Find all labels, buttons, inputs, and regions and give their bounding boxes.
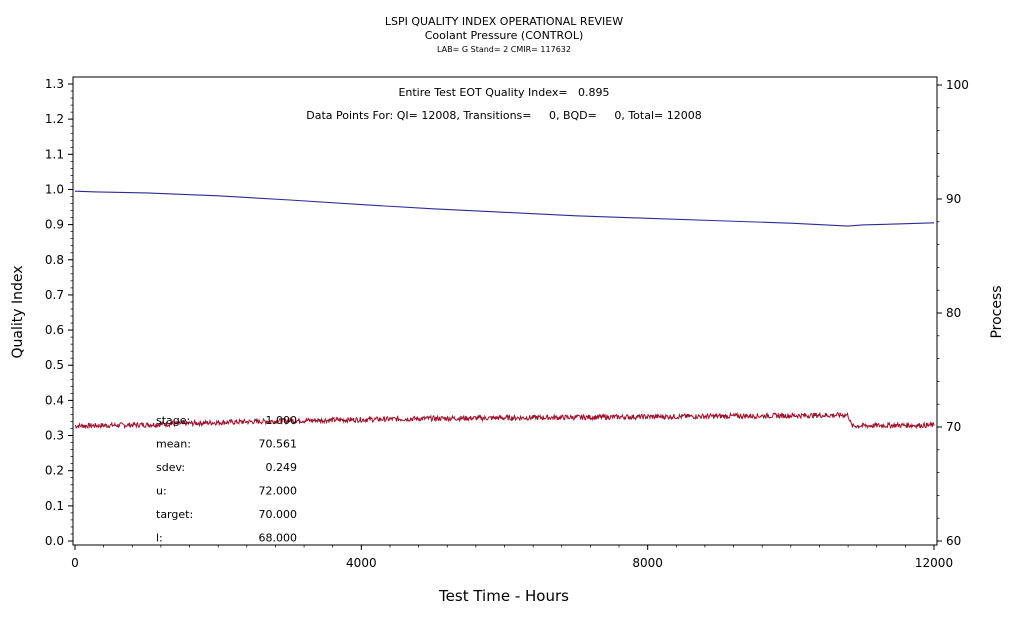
y-tick-label: 0.4 <box>45 393 64 407</box>
x-tick-label: 0 <box>71 556 79 570</box>
y-tick-label: 0.0 <box>45 534 64 548</box>
y-axis-ticks: 0.0 0.1 0.2 0.3 0.4 0.5 0.6 0.7 0.8 0.9 1.0 1.1 1.2 1… <box>45 77 73 548</box>
x-tick-label: 12000 <box>915 556 953 570</box>
stat-label: sdev: <box>156 461 185 474</box>
y2-tick-label: 100 <box>946 78 969 92</box>
x-tick-label: 4000 <box>346 556 377 570</box>
y-tick-label: 0.9 <box>45 218 64 232</box>
minor-ticks <box>70 83 940 548</box>
stat-value: 72.000 <box>259 485 298 498</box>
quality-index-annotation: Entire Test EOT Quality Index= 0.895 <box>398 86 609 99</box>
stat-value: 68.000 <box>259 532 298 545</box>
y-tick-label: 0.3 <box>45 429 64 443</box>
y-tick-label: 0.5 <box>45 358 64 372</box>
y-tick-label: 1.1 <box>45 147 64 161</box>
stat-label: target: <box>156 508 193 521</box>
process-series-line <box>74 411 935 430</box>
y-tick-label: 0.1 <box>45 499 64 513</box>
y2-tick-label: 90 <box>946 192 961 206</box>
x-axis-label: Test Time - Hours <box>438 587 569 605</box>
chart-title: LSPI QUALITY INDEX OPERATIONAL REVIEW <box>385 15 623 28</box>
y2-axis-ticks: 60 70 80 90 100 <box>937 78 969 548</box>
quality-index-series-line <box>74 190 935 227</box>
y-tick-label: 0.7 <box>45 288 64 302</box>
y-tick-label: 0.2 <box>45 464 64 478</box>
lab-info: LAB= G Stand= 2 CMIR= 117632 <box>437 45 571 54</box>
y2-tick-label: 60 <box>946 534 961 548</box>
plot-frame <box>72 76 938 546</box>
x-tick-label: 8000 <box>632 556 663 570</box>
y-tick-label: 1.3 <box>45 77 64 91</box>
stat-value: 70.561 <box>259 438 298 451</box>
data-points-annotation: Data Points For: QI= 12008, Transitions=… <box>306 109 701 122</box>
stat-value: 1.000 <box>266 414 298 427</box>
x-axis-ticks: 0 4000 8000 12000 <box>71 545 953 570</box>
y2-axis-label: Process <box>989 285 1005 338</box>
y-tick-label: 1.2 <box>45 112 64 126</box>
stat-label: u: <box>156 485 167 498</box>
y2-tick-label: 80 <box>946 306 961 320</box>
stat-label: mean: <box>156 438 191 451</box>
stat-label: stage: <box>156 414 190 427</box>
stat-value: 70.000 <box>259 508 298 521</box>
stats-block: stage: 1.000 mean: 70.561 sdev: 0.249 u: 72.000… <box>156 414 297 545</box>
y-axis-label: Quality Index <box>10 265 26 358</box>
series-layer <box>74 190 935 430</box>
y-tick-label: 1.0 <box>45 182 64 196</box>
stat-label: l: <box>156 532 163 545</box>
y2-tick-label: 70 <box>946 420 961 434</box>
y-tick-label: 0.8 <box>45 253 64 267</box>
stat-value: 0.249 <box>266 461 298 474</box>
chart-subtitle: Coolant Pressure (CONTROL) <box>425 29 584 42</box>
y-tick-label: 0.6 <box>45 323 64 337</box>
